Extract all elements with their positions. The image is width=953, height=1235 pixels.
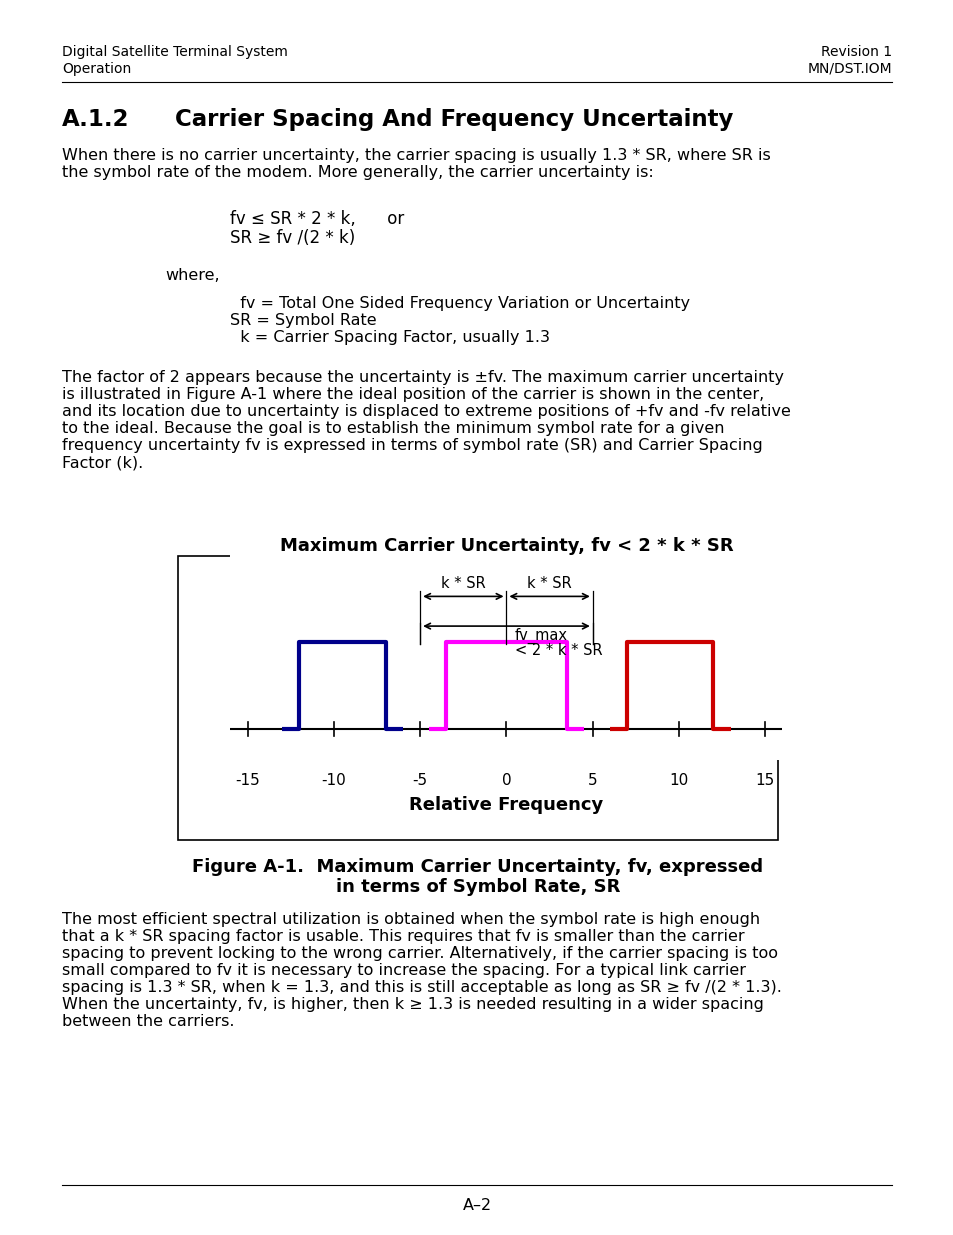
- Text: A–2: A–2: [462, 1198, 491, 1213]
- Text: Figure A-1.  Maximum Carrier Uncertainty, fv, expressed: Figure A-1. Maximum Carrier Uncertainty,…: [193, 858, 762, 876]
- Text: that a k * SR spacing factor is usable. This requires that fv is smaller than th: that a k * SR spacing factor is usable. …: [62, 929, 744, 944]
- X-axis label: Relative Frequency: Relative Frequency: [409, 797, 603, 814]
- Text: between the carriers.: between the carriers.: [62, 1014, 234, 1029]
- Text: Maximum Carrier Uncertainty, fv < 2 * k * SR: Maximum Carrier Uncertainty, fv < 2 * k …: [279, 537, 733, 555]
- Text: The factor of 2 appears because the uncertainty is ±fv. The maximum carrier unce: The factor of 2 appears because the unce…: [62, 370, 783, 385]
- FancyBboxPatch shape: [178, 556, 778, 840]
- Text: Carrier Spacing And Frequency Uncertainty: Carrier Spacing And Frequency Uncertaint…: [174, 107, 733, 131]
- Text: Factor (k).: Factor (k).: [62, 454, 143, 471]
- Text: A.1.2: A.1.2: [62, 107, 130, 131]
- Text: When the uncertainty, fv, is higher, then k ≥ 1.3 is needed resulting in a wider: When the uncertainty, fv, is higher, the…: [62, 997, 763, 1011]
- Text: in terms of Symbol Rate, SR: in terms of Symbol Rate, SR: [335, 878, 619, 897]
- Text: and its location due to uncertainty is displaced to extreme positions of +fv and: and its location due to uncertainty is d…: [62, 404, 790, 419]
- Text: When there is no carrier uncertainty, the carrier spacing is usually 1.3 * SR, w: When there is no carrier uncertainty, th…: [62, 148, 770, 163]
- Text: small compared to fv it is necessary to increase the spacing. For a typical link: small compared to fv it is necessary to …: [62, 963, 745, 978]
- Text: SR = Symbol Rate: SR = Symbol Rate: [230, 312, 376, 329]
- Text: SR ≥ fv /(2 * k): SR ≥ fv /(2 * k): [230, 228, 355, 247]
- Text: to the ideal. Because the goal is to establish the minimum symbol rate for a giv: to the ideal. Because the goal is to est…: [62, 421, 723, 436]
- Text: fv_max: fv_max: [515, 627, 567, 643]
- Text: fv = Total One Sided Frequency Variation or Uncertainty: fv = Total One Sided Frequency Variation…: [230, 296, 689, 311]
- Text: where,: where,: [165, 268, 219, 283]
- Text: the symbol rate of the modem. More generally, the carrier uncertainty is:: the symbol rate of the modem. More gener…: [62, 165, 653, 180]
- Text: is illustrated in Figure A-1 where the ideal position of the carrier is shown in: is illustrated in Figure A-1 where the i…: [62, 387, 763, 403]
- Text: MN/DST.IOM: MN/DST.IOM: [806, 62, 891, 77]
- Text: The most efficient spectral utilization is obtained when the symbol rate is high: The most efficient spectral utilization …: [62, 911, 760, 927]
- Text: Revision 1: Revision 1: [820, 44, 891, 59]
- Text: Digital Satellite Terminal System: Digital Satellite Terminal System: [62, 44, 288, 59]
- Text: fv ≤ SR * 2 * k,      or: fv ≤ SR * 2 * k, or: [230, 210, 404, 228]
- Text: Operation: Operation: [62, 62, 132, 77]
- Text: spacing to prevent locking to the wrong carrier. Alternatively, if the carrier s: spacing to prevent locking to the wrong …: [62, 946, 778, 961]
- Text: frequency uncertainty fv is expressed in terms of symbol rate (SR) and Carrier S: frequency uncertainty fv is expressed in…: [62, 438, 762, 453]
- Text: k * SR: k * SR: [440, 577, 485, 592]
- Text: k * SR: k * SR: [527, 577, 572, 592]
- Text: k = Carrier Spacing Factor, usually 1.3: k = Carrier Spacing Factor, usually 1.3: [230, 330, 550, 345]
- Text: < 2 * k * SR: < 2 * k * SR: [515, 642, 602, 658]
- Text: spacing is 1.3 * SR, when k = 1.3, and this is still acceptable as long as SR ≥ : spacing is 1.3 * SR, when k = 1.3, and t…: [62, 981, 781, 995]
